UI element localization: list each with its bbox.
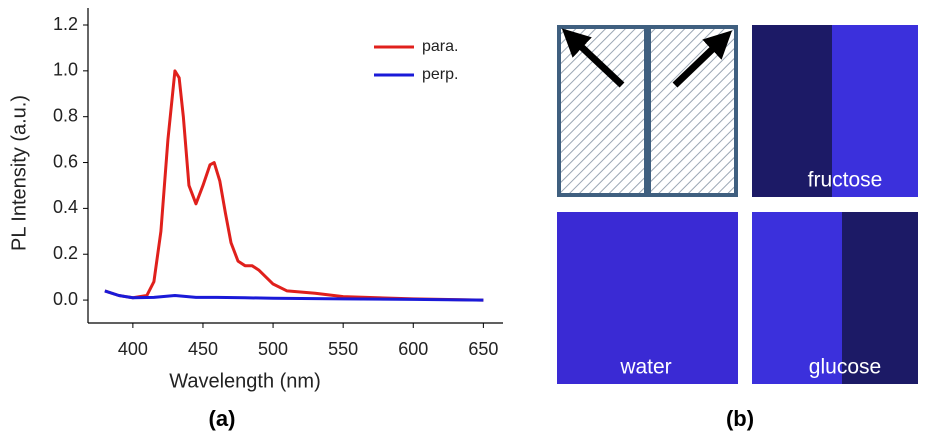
photo-water: water <box>557 212 738 384</box>
y-tick-label: 0.8 <box>53 105 78 125</box>
series-line <box>104 289 484 302</box>
photo-label: fructose <box>808 169 883 192</box>
y-axis-label: PL Intensity (a.u.) <box>8 95 30 251</box>
y-tick-label: 1.2 <box>53 14 78 34</box>
legend-label: perp. <box>422 66 458 83</box>
x-tick-label: 500 <box>258 339 288 359</box>
y-tick-label: 0.6 <box>53 151 78 171</box>
y-tick-label: 0.0 <box>53 289 78 309</box>
x-axis-label: Wavelength (nm) <box>169 370 321 392</box>
x-tick-label: 650 <box>468 339 498 359</box>
series-line <box>104 69 484 302</box>
y-tick-label: 1.0 <box>53 60 78 80</box>
y-tick-label: 0.4 <box>53 197 78 217</box>
panel-label: (b) <box>726 406 754 431</box>
legend-label: para. <box>422 38 458 55</box>
photo-fructose: fructose <box>752 25 918 197</box>
photo-schematic <box>557 25 738 197</box>
photo-glucose: glucose <box>752 212 918 384</box>
x-tick-label: 450 <box>188 339 218 359</box>
y-tick-label: 0.2 <box>53 243 78 263</box>
x-tick-label: 600 <box>398 339 428 359</box>
photo-label: glucose <box>809 356 881 379</box>
photo-label: water <box>619 356 671 379</box>
x-tick-label: 550 <box>328 339 358 359</box>
x-tick-label: 400 <box>118 339 148 359</box>
panel-label: (a) <box>209 406 236 431</box>
